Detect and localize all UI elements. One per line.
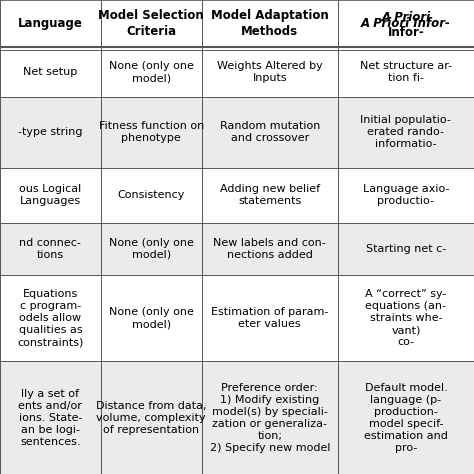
Text: Consistency: Consistency (118, 190, 185, 200)
Bar (101, 47, 202, 97)
Text: nd connec-
tions: nd connec- tions (19, 238, 82, 260)
Text: Random mutation
and crossover: Random mutation and crossover (219, 121, 320, 143)
Bar (338, 223, 474, 275)
Text: None (only one
model): None (only one model) (109, 238, 194, 260)
Text: Language axio-
productio-: Language axio- productio- (363, 184, 449, 206)
Bar (101, 97, 202, 168)
Bar (0, 47, 101, 97)
Text: Weights Altered by
Inputs: Weights Altered by Inputs (217, 61, 323, 83)
Bar (101, 275, 202, 361)
Bar (202, 275, 338, 361)
Text: Net setup: Net setup (23, 67, 78, 77)
Bar (0, 97, 101, 168)
Text: lly a set of
ents and/or
ions. State-
an be logi-
sentences.: lly a set of ents and/or ions. State- an… (18, 389, 82, 447)
Bar (0, 0, 101, 47)
Text: Fitness function on
phenotype: Fitness function on phenotype (99, 121, 204, 143)
Bar (0, 168, 101, 223)
Bar (0, 275, 101, 361)
Text: A Priori Infor-: A Priori Infor- (361, 17, 451, 30)
Text: None (only one
model): None (only one model) (109, 61, 194, 83)
Text: None (only one
model): None (only one model) (109, 307, 194, 329)
Bar (202, 361, 338, 474)
Bar (338, 97, 474, 168)
Text: Estimation of param-
eter values: Estimation of param- eter values (211, 307, 328, 329)
Bar (338, 0, 474, 47)
Text: Model Selection
Criteria: Model Selection Criteria (99, 9, 204, 38)
Bar (338, 168, 474, 223)
Text: Preference order:
1) Modify existing
model(s) by speciali-
zation or generaliza-: Preference order: 1) Modify existing mod… (210, 383, 330, 453)
Text: New labels and con-
nections added: New labels and con- nections added (213, 238, 326, 260)
Bar (101, 361, 202, 474)
Text: A Priori: A Priori (382, 10, 430, 24)
Bar (202, 223, 338, 275)
Bar (338, 47, 474, 97)
Bar (101, 0, 202, 47)
Bar (202, 168, 338, 223)
Bar (0, 361, 101, 474)
Text: Language: Language (18, 17, 83, 30)
Text: Net structure ar-
tion fi-: Net structure ar- tion fi- (360, 61, 452, 83)
Bar (202, 0, 338, 47)
Text: ous Logical
Languages: ous Logical Languages (19, 184, 82, 206)
Bar (202, 47, 338, 97)
Text: -type string: -type string (18, 127, 82, 137)
Text: Equations
c program-
odels allow
qualities as
constraints): Equations c program- odels allow qualiti… (17, 289, 83, 347)
Text: Adding new belief
statements: Adding new belief statements (220, 184, 320, 206)
Bar (338, 275, 474, 361)
Text: Default model.
language (p-
production-
model specif-
estimation and
pro-: Default model. language (p- production- … (364, 383, 448, 453)
Text: Starting net c-: Starting net c- (366, 244, 446, 254)
Text: Infor-: Infor- (388, 26, 424, 39)
Text: Distance from data,
volume, complexity
of representation: Distance from data, volume, complexity o… (96, 401, 207, 435)
Bar (0, 223, 101, 275)
Bar (202, 97, 338, 168)
Bar (101, 223, 202, 275)
Bar (338, 0, 474, 47)
Bar (338, 361, 474, 474)
Bar (101, 168, 202, 223)
Text: A “correct” sy-
equations (an-
straints whe-
vant)
co-: A “correct” sy- equations (an- straints … (365, 289, 447, 347)
Text: Initial populatio-
erated rando-
informatio-: Initial populatio- erated rando- informa… (361, 115, 451, 149)
Text: Model Adaptation
Methods: Model Adaptation Methods (211, 9, 328, 38)
